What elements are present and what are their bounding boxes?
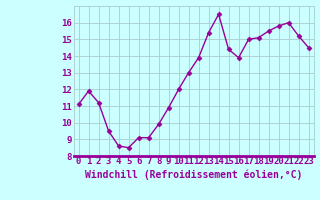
X-axis label: Windchill (Refroidissement éolien,°C): Windchill (Refroidissement éolien,°C) bbox=[85, 169, 302, 180]
